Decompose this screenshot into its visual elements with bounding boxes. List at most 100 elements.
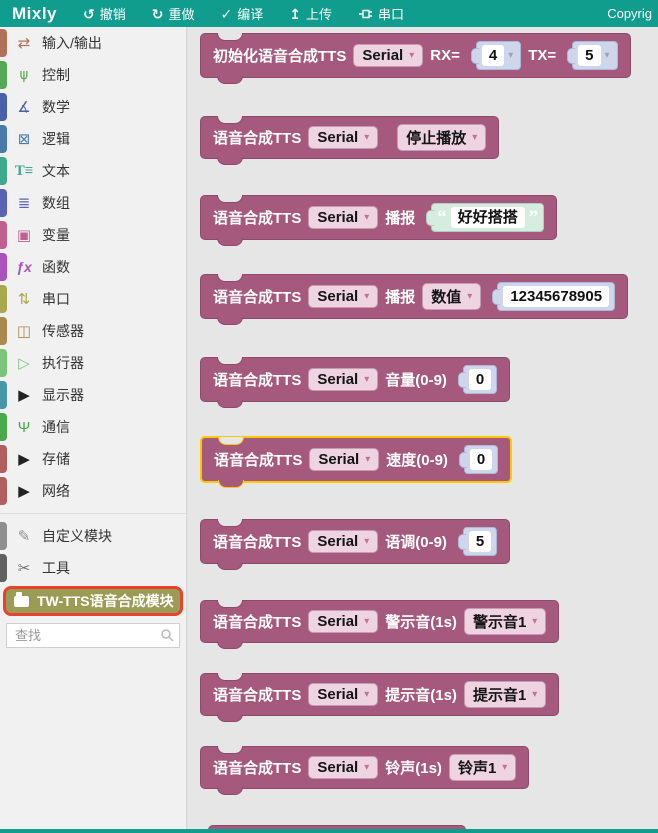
sidebar-item-display[interactable]: ▶ 显示器 [0, 379, 186, 411]
math-icon: ∡ [17, 98, 31, 116]
serial-dropdown[interactable]: Serial ▾ [309, 448, 380, 471]
block-speak-text[interactable]: 语音合成TTS Serial ▾ 播报 “ 好好搭搭 ” [200, 195, 558, 246]
redo-icon: ↻ [151, 5, 164, 22]
speak-label: 播报 [385, 210, 416, 227]
tx-value-block[interactable]: 5 ▾ [572, 41, 618, 70]
category-color-strip [0, 285, 7, 313]
chevron-down-icon: ▾ [364, 211, 370, 223]
sidebar-item-serial[interactable]: ⇅ 串口 [0, 283, 186, 315]
sidebar-item-label: 变量 [42, 227, 70, 243]
block-volume[interactable]: 语音合成TTS Serial ▾ 音量(0-9) 0 [200, 357, 511, 408]
sidebar-item-control[interactable]: ⋔ 控制 [0, 59, 186, 91]
block-stop-play[interactable]: 语音合成TTS Serial ▾ 停止播放 ▾ [200, 116, 500, 165]
variable-icon: ▣ [16, 226, 32, 244]
chevron-down-icon: ▾ [508, 49, 514, 61]
window-bottom-border [0, 829, 658, 833]
sidebar-item-label: 存储 [42, 451, 70, 467]
sidebar-item-label: 自定义模块 [42, 528, 112, 544]
block-speed-selected[interactable]: 语音合成TTS Serial ▾ 速度(0-9) 0 [200, 436, 513, 488]
category-color-strip [0, 93, 7, 121]
text-icon: T≡ [14, 162, 34, 179]
mode-dropdown[interactable]: 数值 ▾ [422, 283, 482, 310]
rx-value: 4 [481, 45, 505, 66]
redo-button[interactable]: ↻ 重做 [152, 4, 195, 23]
sidebar-item-input-output[interactable]: ⇄ 输入/输出 [0, 27, 186, 59]
sidebar-item-tools[interactable]: ✂ 工具 [0, 552, 186, 584]
undo-button[interactable]: ↺ 撤销 [83, 4, 126, 23]
block-tone[interactable]: 语音合成TTS Serial ▾ 语调(0-9) 5 [200, 519, 511, 570]
sidebar-item-tts-module-selected[interactable]: TW-TTS语音合成模块 [3, 586, 183, 616]
serial-dropdown[interactable]: Serial ▾ [308, 756, 379, 779]
number-value-block[interactable]: 0 [462, 365, 498, 394]
number-value: 0 [468, 369, 492, 390]
collapsed-arrow-icon: ▶ [18, 450, 30, 468]
sidebar-item-actuator[interactable]: ▷ 执行器 [0, 347, 186, 379]
number-value-block[interactable]: 5 [462, 527, 498, 556]
sound-dropdown[interactable]: 提示音1 ▾ [463, 681, 547, 708]
dropdown-value: Serial [317, 371, 359, 388]
sidebar-item-sensor[interactable]: ◫ 传感器 [0, 315, 186, 347]
blockly-workspace[interactable]: 初始化语音合成TTS Serial ▾ RX= 4 ▾ TX= 5 ▾ 语音合成… [188, 27, 658, 829]
chevron-down-icon: ▾ [364, 535, 370, 547]
sidebar-item-array[interactable]: ≣ 数组 [0, 187, 186, 219]
string-value-block[interactable]: “ 好好搭搭 ” [431, 203, 545, 232]
sidebar-item-logic[interactable]: ⊠ 逻辑 [0, 123, 186, 155]
action-dropdown[interactable]: 停止播放 ▾ [397, 124, 487, 151]
sidebar-item-custom-module[interactable]: ✎ 自定义模块 [0, 520, 186, 552]
sidebar-item-variable[interactable]: ▣ 变量 [0, 219, 186, 251]
search-icon[interactable] [160, 628, 174, 642]
serial-monitor-button[interactable]: 串口 [358, 4, 404, 23]
string-value: 好好搭搭 [450, 207, 525, 228]
dropdown-value: Serial [362, 47, 404, 64]
block-prompt-sound[interactable]: 语音合成TTS Serial ▾ 提示音(1s) 提示音1 ▾ [200, 673, 560, 722]
close-quote: ” [528, 206, 539, 228]
sidebar-item-network[interactable]: ▶ 网络 [0, 475, 186, 507]
dropdown-value: 铃声1 [457, 760, 497, 777]
tx-value: 5 [578, 45, 601, 66]
number-value-block[interactable]: 12345678905 [497, 282, 616, 311]
block-alert-sound[interactable]: 语音合成TTS Serial ▾ 警示音(1s) 警示音1 ▾ [200, 600, 560, 649]
upload-button[interactable]: ↥ 上传 [289, 4, 332, 23]
block-label: 语音合成TTS [214, 452, 303, 469]
sidebar-item-math[interactable]: ∡ 数学 [0, 91, 186, 123]
category-color-strip [0, 253, 7, 281]
collapsed-arrow-icon: ▶ [18, 482, 30, 500]
block-category-sidebar: ⇄ 输入/输出 ⋔ 控制 ∡ 数学 ⊠ 逻辑 T≡ 文本 ≣ 数组 ▣ 变量 ƒ… [0, 27, 187, 829]
sidebar-item-communication[interactable]: Ψ 通信 [0, 411, 186, 443]
compile-button[interactable]: ✓ 编译 [221, 4, 264, 23]
sidebar-item-storage[interactable]: ▶ 存储 [0, 443, 186, 475]
block-init-tts[interactable]: 初始化语音合成TTS Serial ▾ RX= 4 ▾ TX= 5 ▾ [200, 33, 631, 84]
serial-dropdown[interactable]: Serial ▾ [353, 44, 424, 67]
serial-dropdown[interactable]: Serial ▾ [308, 610, 379, 633]
search-input[interactable] [7, 624, 179, 647]
block-ringtone[interactable]: 语音合成TTS Serial ▾ 铃声(1s) 铃声1 ▾ [200, 746, 530, 795]
sidebar-item-label: 函数 [42, 259, 70, 275]
chevron-down-icon: ▾ [502, 761, 508, 773]
sidebar-item-text[interactable]: T≡ 文本 [0, 155, 186, 187]
serial-dropdown[interactable]: Serial ▾ [308, 368, 379, 391]
tx-label: TX= [528, 47, 557, 64]
search-box [6, 623, 180, 648]
dropdown-value: 数值 [431, 289, 462, 306]
sidebar-item-label: 控制 [42, 67, 70, 83]
serial-dropdown[interactable]: Serial ▾ [308, 285, 379, 308]
dropdown-value: 警示音1 [472, 614, 527, 631]
block-label: 语音合成TTS [213, 614, 302, 631]
serial-dropdown[interactable]: Serial ▾ [308, 206, 379, 229]
upload-label: 上传 [306, 7, 333, 22]
serial-dropdown[interactable]: Serial ▾ [308, 126, 379, 149]
control-icon: ⋔ [17, 66, 31, 84]
dropdown-value: Serial [317, 533, 359, 550]
serial-dropdown[interactable]: Serial ▾ [308, 530, 379, 553]
sidebar-item-label: 数组 [42, 195, 70, 211]
sound-dropdown[interactable]: 铃声1 ▾ [448, 754, 517, 781]
serial-dropdown[interactable]: Serial ▾ [308, 683, 379, 706]
block-label: 语音合成TTS [213, 130, 302, 147]
block-speak-number[interactable]: 语音合成TTS Serial ▾ 播报 数值 ▾ 12345678905 [200, 274, 629, 325]
block-label: 语音合成TTS [213, 760, 302, 777]
sound-dropdown[interactable]: 警示音1 ▾ [463, 608, 547, 635]
number-value-block[interactable]: 0 [463, 445, 499, 474]
rx-label: RX= [430, 47, 460, 64]
rx-value-block[interactable]: 4 ▾ [475, 41, 522, 70]
sidebar-item-function[interactable]: ƒx 函数 [0, 251, 186, 283]
